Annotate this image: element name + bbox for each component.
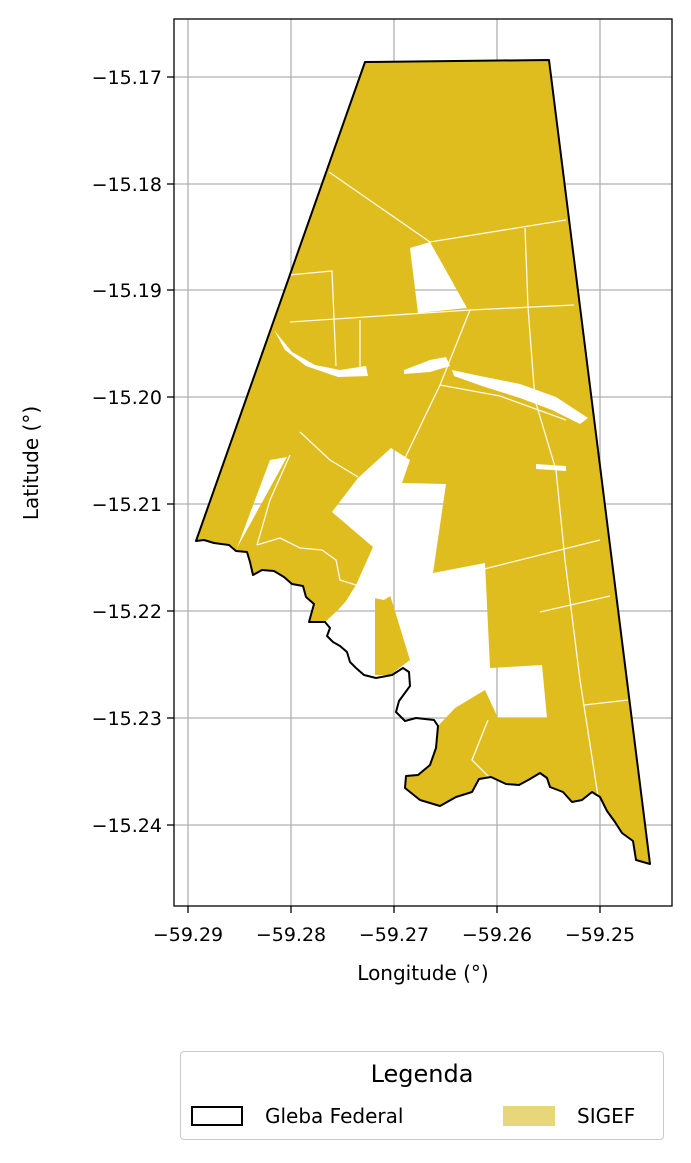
y-tick-label: −15.20 [92,387,162,409]
legend-item-sigef: SIGEF [503,1104,635,1128]
y-tick-label: −15.24 [92,815,162,837]
x-tick-label: −59.25 [565,924,635,946]
y-tick-label: −15.19 [92,280,162,302]
legend-swatch-fill [503,1106,555,1126]
y-tick-label: −15.23 [92,708,162,730]
x-tick-labels: −59.29 −59.28 −59.27 −59.26 −59.25 [153,924,635,946]
y-tick-labels: −15.17 −15.18 −15.19 −15.20 −15.21 −15.2… [92,67,162,837]
plot-frame [173,18,673,907]
x-axis-label: Longitude (°) [357,961,488,985]
y-axis-label: Latitude (°) [19,406,43,520]
y-tick-label: −15.18 [92,174,162,196]
legend-item-gleba-federal: Gleba Federal [191,1104,403,1128]
legend-title: Legenda [370,1060,474,1088]
x-tick-label: −59.27 [359,924,429,946]
y-tick-label: −15.21 [92,494,162,516]
sigef-gaps [274,330,588,600]
y-tick-label: −15.22 [92,601,162,623]
tick-marks [167,76,601,913]
legend-label: SIGEF [577,1104,636,1128]
x-tick-label: −59.28 [256,924,326,946]
legend: Legenda Gleba Federal SIGEF [180,1051,664,1140]
gleba-federal-outline [195,59,651,865]
sigef-boundaries [256,171,629,797]
legend-swatch-outline [191,1106,243,1126]
x-tick-label: −59.26 [462,924,532,946]
legend-label: Gleba Federal [265,1104,404,1128]
x-tick-label: −59.29 [153,924,223,946]
y-tick-label: −15.17 [92,67,162,89]
sigef-parcels [196,60,650,864]
